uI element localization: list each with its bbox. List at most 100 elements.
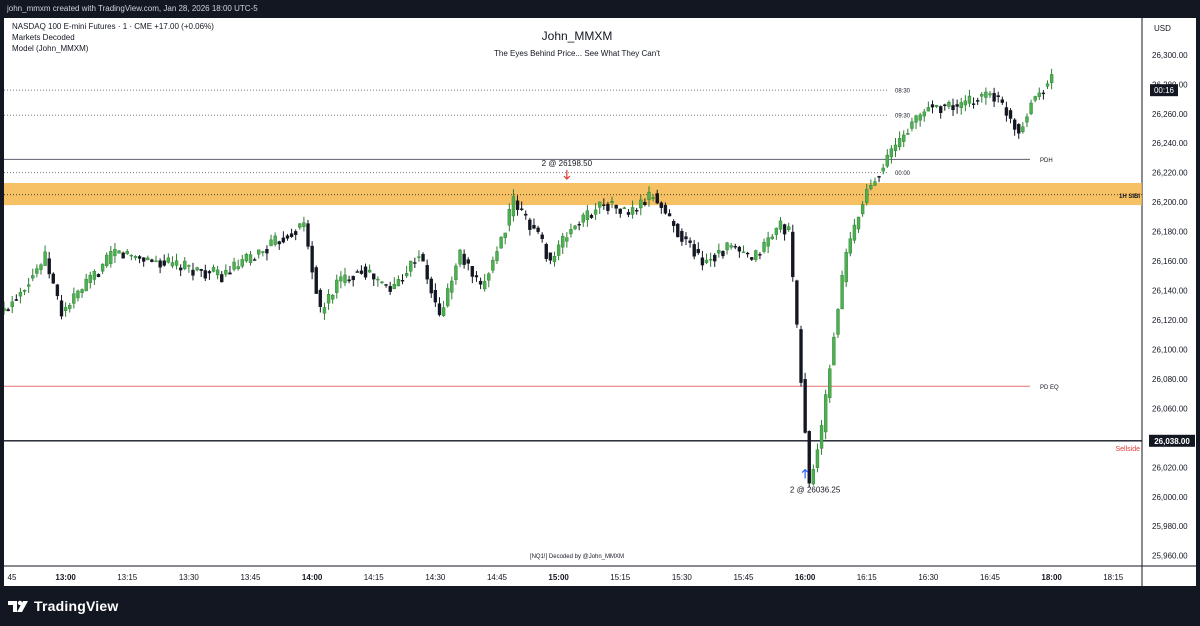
candle-body bbox=[273, 235, 277, 245]
candle-body bbox=[59, 300, 64, 317]
price-tick-label: 26,020.00 bbox=[1152, 463, 1188, 472]
candle-body bbox=[26, 284, 31, 287]
price-tick-label: 25,980.00 bbox=[1152, 522, 1188, 531]
candle-body bbox=[88, 274, 92, 283]
tradingview-logo[interactable]: TradingView bbox=[8, 598, 118, 614]
candle-body bbox=[647, 191, 651, 201]
price-tick-label: 26,240.00 bbox=[1152, 139, 1188, 148]
time-tick-label: 16:00 bbox=[795, 573, 816, 582]
candle-body bbox=[696, 248, 700, 254]
candle-body bbox=[376, 278, 380, 281]
candle-body bbox=[536, 227, 540, 232]
candle-body bbox=[515, 200, 520, 210]
candle-body bbox=[528, 219, 532, 230]
candle-body bbox=[902, 134, 906, 142]
candle-body bbox=[363, 266, 368, 278]
candle-body bbox=[836, 309, 840, 335]
candle-body bbox=[519, 208, 524, 210]
candle-body bbox=[770, 236, 774, 240]
candle-body bbox=[35, 268, 39, 274]
candle-body bbox=[1021, 126, 1025, 132]
price-axis-currency[interactable]: USD bbox=[1154, 24, 1171, 33]
chart-svg[interactable]: 1H SIBI PDH PD EQ Sellside 08:30 09:30 00:00 2 … bbox=[4, 18, 1196, 586]
price-tick-label: 26,180.00 bbox=[1152, 228, 1188, 237]
candle-body bbox=[729, 245, 733, 248]
time-tick-label: 18:00 bbox=[1041, 573, 1062, 582]
candle-body bbox=[910, 121, 914, 129]
candle-body bbox=[959, 102, 963, 109]
candle-body bbox=[372, 273, 376, 280]
candle-body bbox=[955, 104, 959, 107]
candle-body bbox=[170, 262, 175, 267]
candle-body bbox=[799, 329, 803, 383]
sibi-zone-label: 1H SIBI bbox=[1119, 194, 1140, 200]
sibi-zone bbox=[4, 182, 1142, 206]
candle-body bbox=[885, 154, 889, 167]
candle-body bbox=[807, 431, 811, 484]
candle-body bbox=[725, 242, 729, 251]
candle-body bbox=[1012, 119, 1017, 130]
candle-body bbox=[339, 276, 343, 282]
candle-body bbox=[384, 284, 388, 286]
candle-body bbox=[400, 280, 405, 282]
candle-body bbox=[1029, 102, 1033, 114]
candle-body bbox=[828, 368, 832, 398]
legend-indicator-markets-decoded[interactable]: Markets Decoded bbox=[12, 33, 75, 42]
candle-body bbox=[569, 229, 573, 235]
candle-body bbox=[232, 261, 236, 270]
candle-body bbox=[109, 251, 113, 264]
candle-body bbox=[865, 189, 869, 203]
candle-body bbox=[306, 223, 310, 247]
time-tick-label: 16:30 bbox=[918, 573, 939, 582]
chart-panel[interactable]: 1H SIBI PDH PD EQ Sellside 08:30 09:30 00:00 2 … bbox=[4, 18, 1196, 586]
countdown-tag bbox=[1150, 84, 1178, 97]
legend-symbol[interactable]: NASDAQ 100 E-mini Futures · 1 · CME +17.… bbox=[12, 22, 214, 31]
footer-bar: TradingView bbox=[0, 586, 1200, 626]
candle-body bbox=[195, 267, 199, 271]
candle-body bbox=[39, 264, 43, 270]
legend-indicator-model[interactable]: Model (John_MMXM) bbox=[12, 44, 89, 53]
candle-body bbox=[285, 235, 290, 239]
candle-body bbox=[14, 299, 19, 301]
price-tick-label: 26,160.00 bbox=[1152, 257, 1188, 266]
candle-body bbox=[561, 235, 565, 248]
candle-body bbox=[967, 95, 972, 104]
candle-body bbox=[257, 249, 261, 255]
candle-body bbox=[663, 204, 668, 214]
candle-body bbox=[298, 223, 302, 228]
candle-body bbox=[433, 290, 438, 303]
candle-body bbox=[713, 254, 717, 262]
candle-body bbox=[614, 204, 618, 209]
candle-body bbox=[343, 274, 347, 283]
time-tick-label: 15:00 bbox=[548, 573, 569, 582]
candle-body bbox=[947, 101, 951, 107]
candle-body bbox=[146, 257, 150, 261]
candle-body bbox=[524, 213, 528, 216]
candle-body bbox=[310, 245, 314, 273]
price-tick-label: 26,260.00 bbox=[1152, 110, 1188, 119]
time-tick-label: 13:30 bbox=[179, 573, 200, 582]
candle-body bbox=[889, 148, 894, 158]
candle-body bbox=[211, 267, 216, 272]
top-info-bar: john_mmxm created with TradingView.com, … bbox=[0, 0, 1200, 18]
candle-body bbox=[55, 284, 60, 297]
candle-body bbox=[906, 133, 910, 135]
candle-body bbox=[630, 207, 635, 215]
candle-body bbox=[610, 201, 614, 203]
time-tick-label: 15:30 bbox=[672, 573, 693, 582]
candle-body bbox=[988, 93, 992, 96]
candle-body bbox=[852, 224, 857, 241]
candle-body bbox=[897, 137, 902, 148]
candle-body bbox=[844, 252, 848, 283]
candle-body bbox=[96, 274, 101, 277]
candle-body bbox=[1045, 83, 1050, 87]
candle-body bbox=[556, 244, 561, 256]
candle-body bbox=[667, 213, 672, 217]
candle-body bbox=[819, 425, 824, 449]
candle-body bbox=[158, 260, 162, 268]
candle-body bbox=[869, 185, 873, 189]
price-tick-label: 26,200.00 bbox=[1152, 198, 1188, 207]
candle-body bbox=[1049, 74, 1054, 84]
candle-body bbox=[708, 258, 713, 261]
candle-body bbox=[318, 289, 323, 307]
